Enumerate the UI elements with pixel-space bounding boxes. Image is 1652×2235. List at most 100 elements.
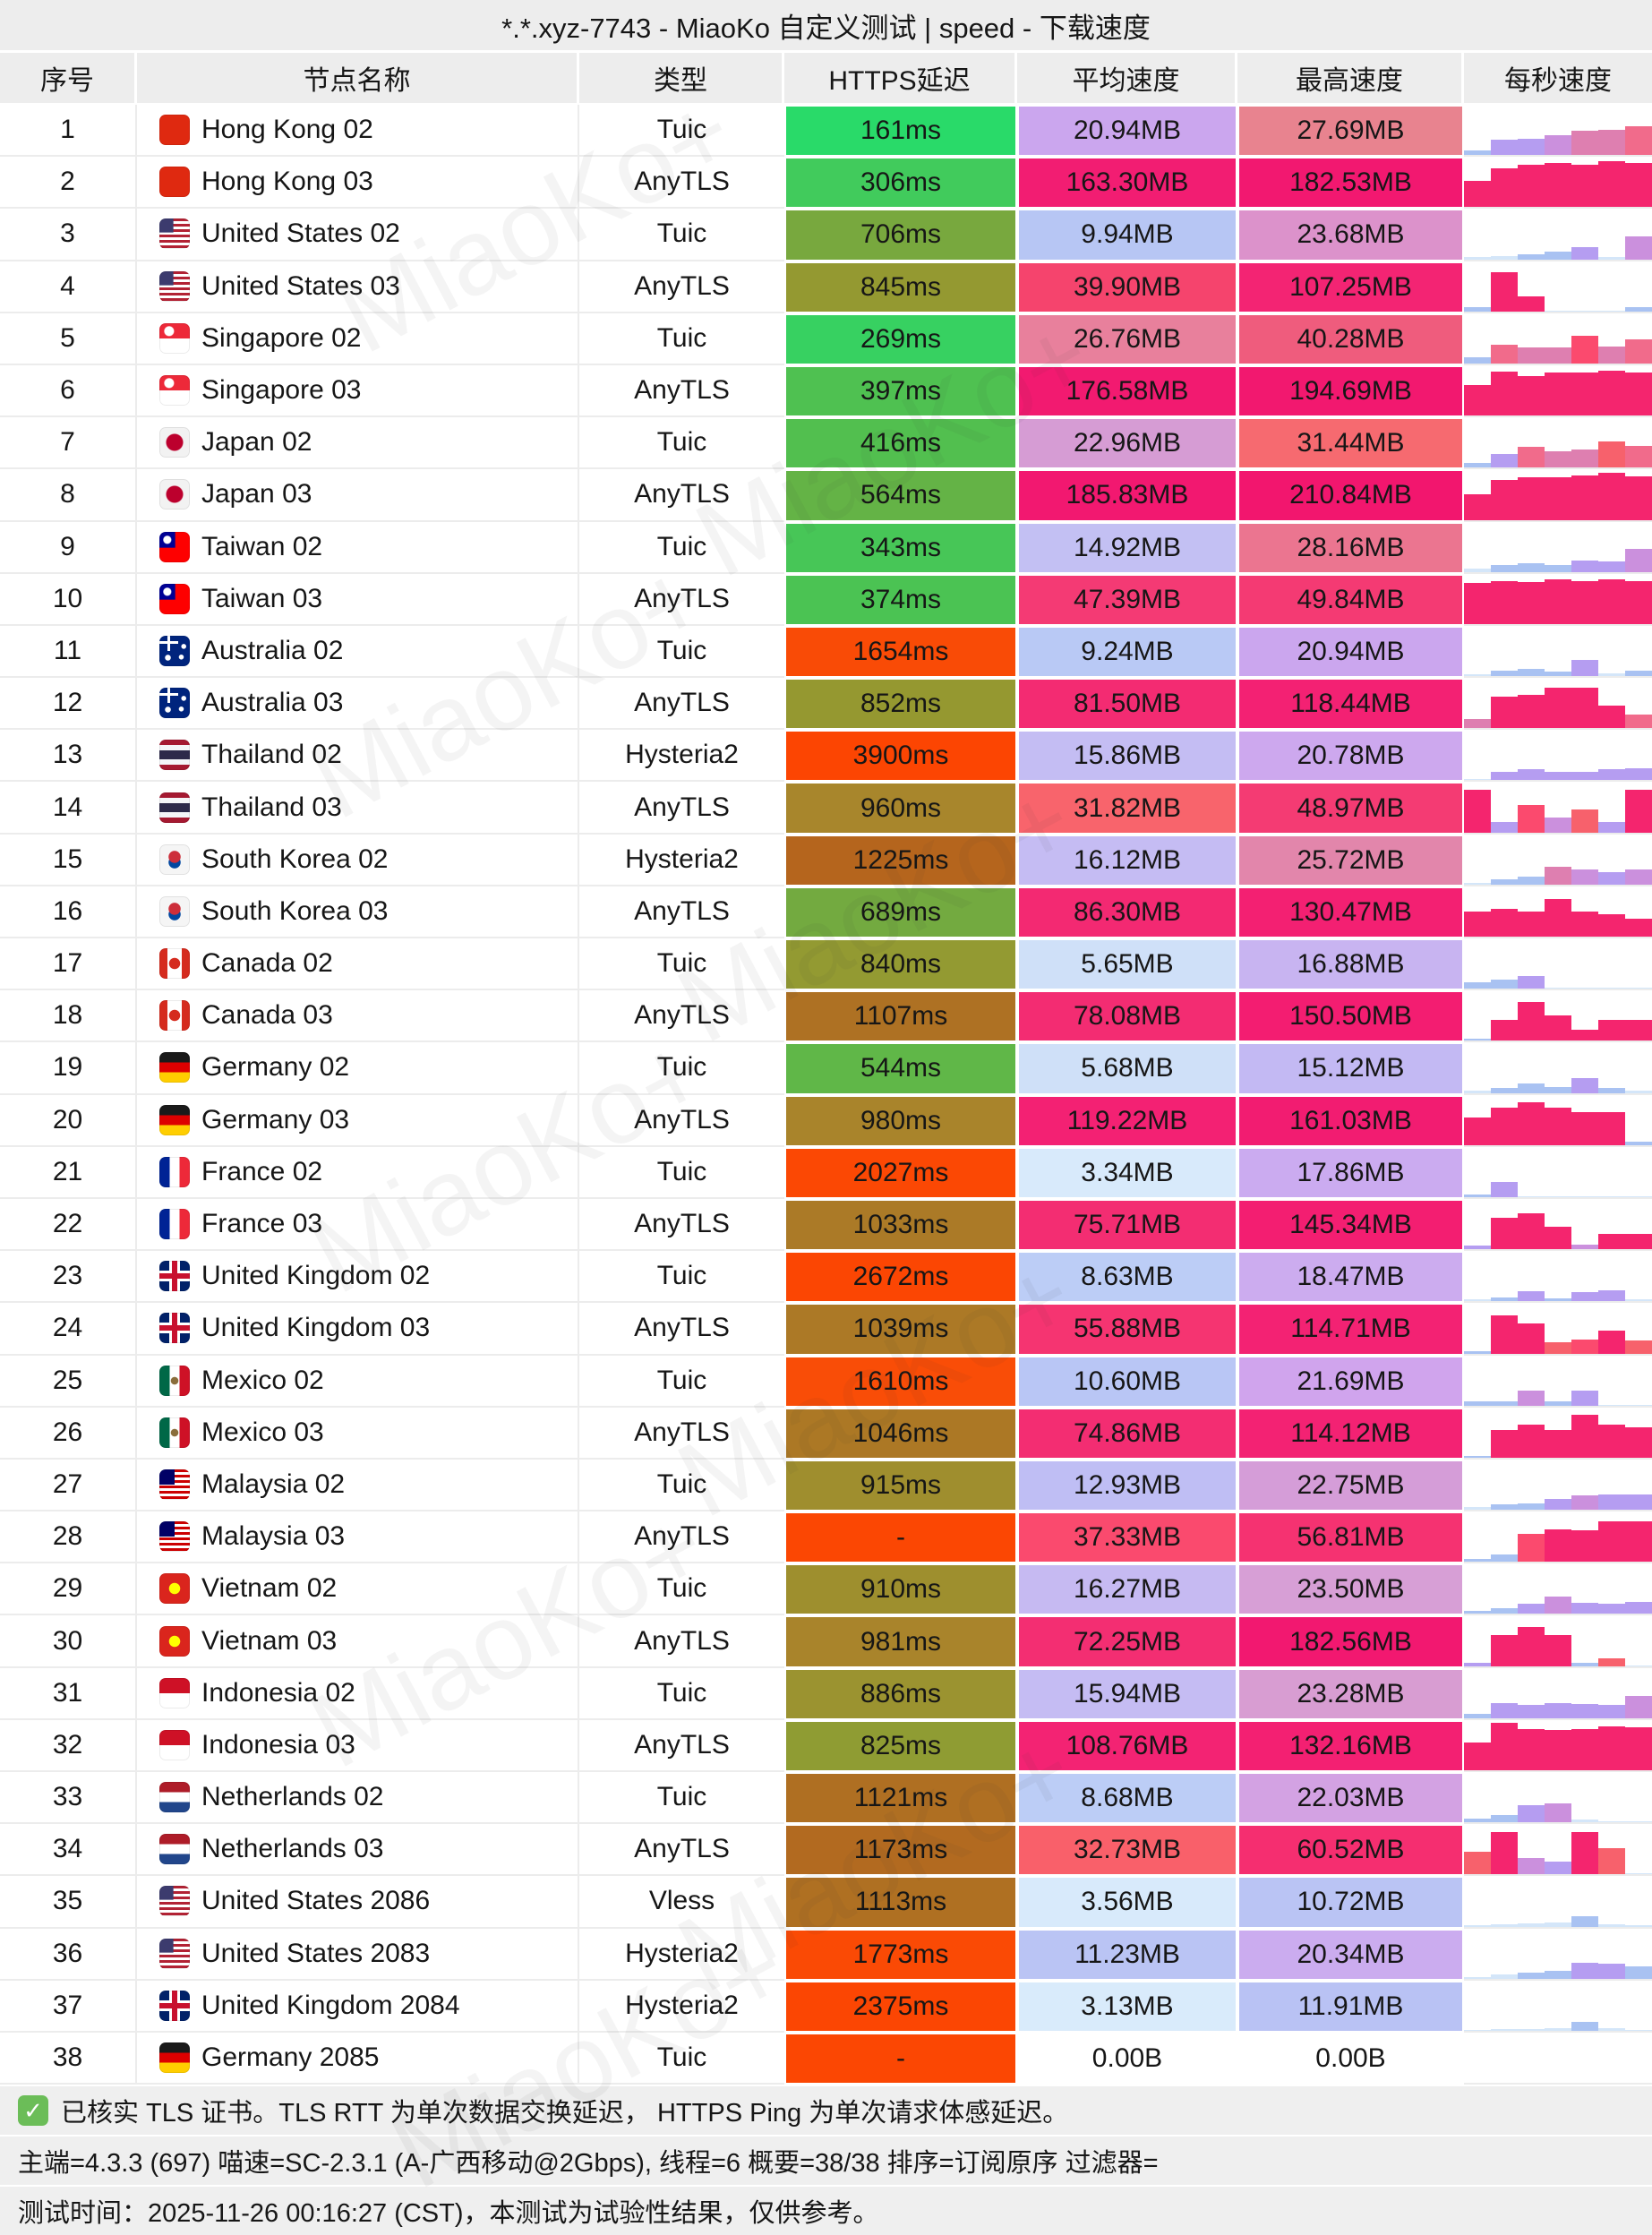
speed-sparkline: [1464, 1928, 1652, 1981]
sparkline-bar: [1491, 671, 1518, 677]
sparkline-bar: [1518, 563, 1545, 572]
row-index: 15: [0, 834, 137, 886]
sparkline-bar: [1518, 976, 1545, 989]
sg-flag-icon: [159, 375, 190, 407]
max-speed-cell: 20.94MB: [1237, 626, 1464, 678]
sparkline-bar: [1598, 1658, 1625, 1666]
avg-speed-cell: 14.92MB: [1017, 522, 1237, 574]
protocol-type: Tuic: [579, 1355, 784, 1408]
protocol-type: Tuic: [579, 1146, 784, 1199]
sparkline-bar: [1625, 549, 1652, 572]
vn-flag-icon: [159, 1625, 190, 1657]
max-speed-cell: 18.47MB: [1237, 1251, 1464, 1303]
protocol-type: Hysteria2: [579, 1928, 784, 1981]
sparkline-bar: [1464, 883, 1491, 885]
sparkline-bar: [1545, 1702, 1571, 1718]
id-flag-icon: [159, 1729, 190, 1760]
speed-sparkline: [1464, 313, 1652, 365]
node-name: Netherlands 02: [201, 1782, 384, 1812]
sparkline-bar: [1571, 1831, 1598, 1875]
us-flag-icon: [159, 218, 190, 250]
sparkline-bar: [1545, 1195, 1571, 1197]
sparkline-bar: [1571, 450, 1598, 468]
table-row: 36 United States 2083 Hysteria2 1773ms 11.23…: [0, 1928, 1652, 1981]
sparkline-bar: [1571, 310, 1598, 312]
speed-sparkline: [1464, 1876, 1652, 1929]
node-name-cell: South Korea 02: [137, 834, 579, 886]
sparkline-bar: [1571, 131, 1598, 156]
table-row: 10 Taiwan 03 AnyTLS 374ms 47.39MB 49.84MB: [0, 573, 1652, 626]
node-name-cell: Germany 02: [137, 1042, 579, 1095]
sparkline-bar: [1545, 898, 1571, 937]
row-index: 24: [0, 1303, 137, 1356]
column-header-index: 序号: [0, 53, 137, 105]
table-body: 1 Hong Kong 02 Tuic 161ms 20.94MB 27.69MB 2 Hon…: [0, 105, 1652, 2085]
node-name-cell: Mexico 03: [137, 1407, 579, 1460]
sparkline-bar: [1571, 246, 1598, 260]
sparkline-bar: [1625, 869, 1652, 885]
sparkline-bar: [1491, 879, 1518, 885]
sparkline-bar: [1518, 1425, 1545, 1458]
protocol-type: Hysteria2: [579, 730, 784, 783]
table-row: 23 United Kingdom 02 Tuic 2672ms 8.63MB 18.47…: [0, 1251, 1652, 1304]
table-row: 5 Singapore 02 Tuic 269ms 26.76MB 40.28MB: [0, 313, 1652, 365]
sparkline-bar: [1491, 1315, 1518, 1354]
table-row: 28 Malaysia 03 AnyTLS -37.33MB 56.81MB: [0, 1511, 1652, 1564]
table-header: 序号 节点名称 类型 HTTPS延迟 平均速度 最高速度 每秒速度: [0, 53, 1652, 105]
https-latency-cell: 2672ms: [784, 1251, 1017, 1303]
hk-flag-icon: [159, 115, 190, 146]
row-index: 25: [0, 1355, 137, 1408]
sparkline-bar: [1598, 1848, 1625, 1875]
sparkline-bar: [1491, 479, 1518, 520]
sparkline-bar: [1545, 772, 1571, 781]
sparkline-bar: [1625, 372, 1652, 416]
footer: ✓ 已核实 TLS 证书。TLS RTT 为单次数据交换延迟， HTTPS Pi…: [0, 2085, 1652, 2235]
sparkline-bar: [1491, 1702, 1518, 1718]
node-name-cell: Taiwan 02: [137, 521, 579, 574]
au-flag-icon: [159, 635, 190, 666]
max-speed-cell: 22.03MB: [1237, 1772, 1464, 1824]
sparkline-bar: [1491, 1815, 1518, 1823]
https-latency-cell: 915ms: [784, 1460, 1017, 1511]
avg-speed-cell: 31.82MB: [1017, 782, 1237, 834]
row-index: 38: [0, 2032, 137, 2085]
sparkline-bar: [1571, 1077, 1598, 1093]
sparkline-bar: [1545, 1634, 1571, 1666]
https-latency-cell: 269ms: [784, 313, 1017, 365]
node-name: United Kingdom 2084: [201, 1990, 460, 2020]
sparkline-bar: [1518, 1626, 1545, 1666]
sparkline-bar: [1518, 695, 1545, 729]
sparkline-bar: [1518, 1083, 1545, 1093]
node-name-cell: Canada 03: [137, 990, 579, 1043]
avg-speed-cell: 39.90MB: [1017, 261, 1237, 313]
protocol-type: Tuic: [579, 1459, 784, 1512]
sparkline-bar: [1625, 307, 1652, 312]
row-index: 37: [0, 1980, 137, 2033]
sparkline-bar: [1598, 160, 1625, 208]
speed-sparkline: [1464, 1563, 1652, 1616]
sparkline-bar: [1598, 473, 1625, 520]
protocol-type: AnyTLS: [579, 469, 784, 522]
sparkline-bar: [1625, 445, 1652, 468]
protocol-type: AnyTLS: [579, 573, 784, 626]
sparkline-bar: [1571, 561, 1598, 572]
avg-speed-cell: 47.39MB: [1017, 574, 1237, 626]
sparkline-bar: [1598, 1019, 1625, 1041]
row-index: 30: [0, 1615, 137, 1668]
sparkline-bar: [1491, 1974, 1518, 1979]
protocol-type: Tuic: [579, 1042, 784, 1095]
row-index: 3: [0, 209, 137, 261]
node-name: Germany 02: [201, 1052, 350, 1083]
sparkline-bar: [1545, 1922, 1571, 1927]
sparkline-bar: [1518, 1102, 1545, 1145]
au-flag-icon: [159, 688, 190, 719]
table-row: 31 Indonesia 02 Tuic 886ms 15.94MB 23.28MB: [0, 1667, 1652, 1720]
avg-speed-cell: 108.76MB: [1017, 1720, 1237, 1772]
node-name: France 03: [201, 1209, 323, 1239]
sparkline-bar: [1464, 150, 1491, 156]
sparkline-bar: [1545, 579, 1571, 624]
node-name-cell: Thailand 03: [137, 782, 579, 835]
sparkline-bar: [1571, 1819, 1598, 1823]
speed-sparkline: [1464, 1824, 1652, 1877]
